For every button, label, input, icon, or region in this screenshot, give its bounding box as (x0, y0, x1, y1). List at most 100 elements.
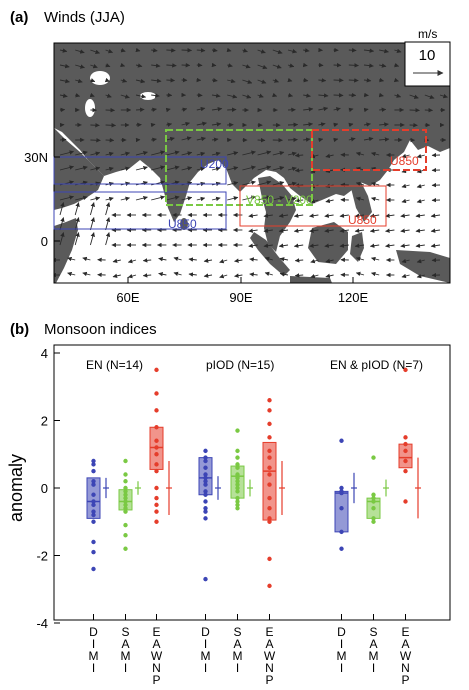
index-label-letter: I (236, 661, 239, 675)
wind-arrow (105, 196, 114, 202)
data-point (403, 435, 408, 440)
wind-arrow (67, 256, 76, 262)
wind-arrow (257, 150, 272, 156)
wind-arrow (324, 243, 334, 248)
index-label-letter: D (89, 625, 98, 639)
wind-arrow (59, 232, 65, 246)
wind-arrow (333, 122, 339, 128)
wind-arrow (211, 151, 221, 157)
box-u200 (53, 156, 227, 185)
data-point (123, 506, 128, 511)
data-point (235, 489, 240, 494)
wind-arrow (166, 78, 175, 83)
wind-arrow (416, 183, 425, 189)
wind-arrow (181, 136, 192, 141)
data-point (371, 495, 376, 501)
wind-arrow (416, 258, 425, 264)
data-point (91, 462, 96, 467)
wind-arrow (264, 256, 273, 262)
index-label-letter: I (340, 637, 343, 651)
wind-arrow (309, 243, 319, 248)
wind-arrow (227, 166, 239, 171)
wind-arrow (294, 153, 304, 158)
data-point (154, 367, 159, 373)
data-point (91, 482, 96, 487)
wind-arrow (401, 273, 410, 279)
wind-arrow (318, 78, 327, 83)
wind-arrow (242, 79, 253, 84)
data-point (203, 499, 208, 504)
wind-arrow (89, 92, 95, 98)
box-dimi (86, 477, 101, 519)
wind-arrow (363, 92, 369, 98)
wind-arrow (355, 196, 365, 202)
data-point (203, 576, 208, 582)
wind-arrow (211, 166, 221, 172)
wind-arrow (166, 195, 180, 201)
wind-arrow (278, 213, 289, 218)
wind-arrow (279, 257, 289, 262)
wind-arrow (105, 166, 114, 172)
wind-arrow (263, 213, 273, 218)
wind-arrow (151, 78, 162, 83)
wind-arrow (354, 228, 365, 233)
wind-arrow (59, 63, 70, 69)
wind-arrow (272, 181, 285, 186)
data-point (339, 485, 344, 491)
wind-arrow (287, 77, 293, 83)
wind-arrow (263, 243, 273, 248)
wind-arrow (135, 63, 143, 68)
wind-arrow (242, 180, 256, 186)
group-label-en-piod: EN & pIOD (N=7) (330, 358, 423, 372)
wind-arrow (430, 213, 441, 218)
wind-arrow (75, 92, 81, 98)
wind-arrow (165, 107, 171, 113)
index-label-letter: M (201, 649, 211, 663)
wind-arrow (287, 92, 293, 98)
data-point (203, 509, 208, 514)
data-point (123, 479, 128, 484)
data-point (267, 472, 272, 477)
data-point (267, 465, 272, 470)
wind-arrow (272, 49, 283, 55)
data-point (154, 485, 159, 491)
wind-arrow (196, 151, 206, 157)
data-point (235, 448, 240, 454)
wind-arrow (348, 107, 354, 113)
wind-arrow (120, 94, 130, 99)
wind-arrow (400, 228, 410, 233)
wind-arrow (287, 63, 295, 68)
wind-arrow (355, 256, 365, 262)
wind-arrow (242, 195, 256, 201)
data-point (91, 509, 96, 514)
wind-arrow (400, 243, 410, 248)
wind-arrow (363, 63, 374, 68)
wind-arrow (401, 258, 410, 264)
wind-arrow (196, 166, 206, 172)
index-label-letter: A (121, 637, 129, 651)
wind-arrow (227, 181, 239, 186)
wind-arrow (409, 94, 419, 99)
wind-arrow (151, 107, 157, 113)
wind-arrow (181, 196, 193, 201)
data-point (123, 546, 128, 551)
index-label-letter: S (233, 625, 241, 639)
wind-arrow (303, 77, 309, 83)
data-point (267, 519, 272, 524)
data-point (371, 455, 376, 460)
wind-arrow (318, 137, 324, 143)
wind-arrow (424, 94, 435, 100)
data-point (267, 408, 272, 413)
index-label-letter: M (89, 649, 99, 663)
data-point (91, 502, 96, 508)
wind-arrow (59, 107, 66, 113)
wind-arrow (227, 151, 239, 156)
y-tick-label: -2 (36, 549, 48, 564)
data-point (203, 458, 208, 464)
wind-arrow (242, 94, 252, 99)
index-label-letter: W (151, 649, 163, 663)
index-label-letter: I (92, 661, 95, 675)
wind-arrow (263, 228, 273, 233)
data-point (123, 509, 128, 514)
wind-arrow (355, 181, 365, 187)
